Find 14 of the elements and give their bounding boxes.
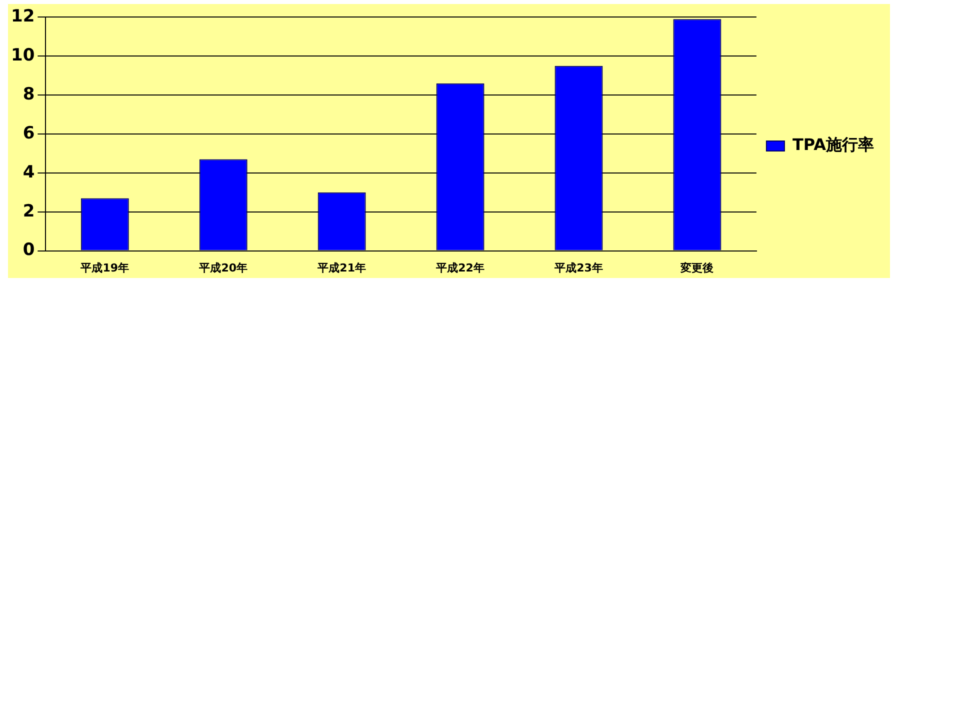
x-tick-label: 平成19年 [80, 261, 130, 274]
y-tick-label: 12 [10, 6, 35, 27]
legend-label: TPA施行率 [792, 135, 874, 154]
y-tick-label: 0 [22, 240, 35, 260]
y-tick-label: 10 [10, 46, 35, 66]
x-tick-label: 平成23年 [554, 261, 603, 274]
y-tick-label: 8 [22, 84, 35, 104]
x-tick-label: 平成22年 [435, 261, 484, 274]
x-tick-label: 平成20年 [198, 261, 248, 274]
x-tick-label: 変更後 [680, 261, 714, 274]
y-tick-label: 6 [22, 123, 35, 144]
x-tick-label: 平成21年 [316, 261, 366, 274]
y-tick-label: 2 [22, 201, 35, 222]
y-tick-label: 4 [22, 162, 35, 182]
